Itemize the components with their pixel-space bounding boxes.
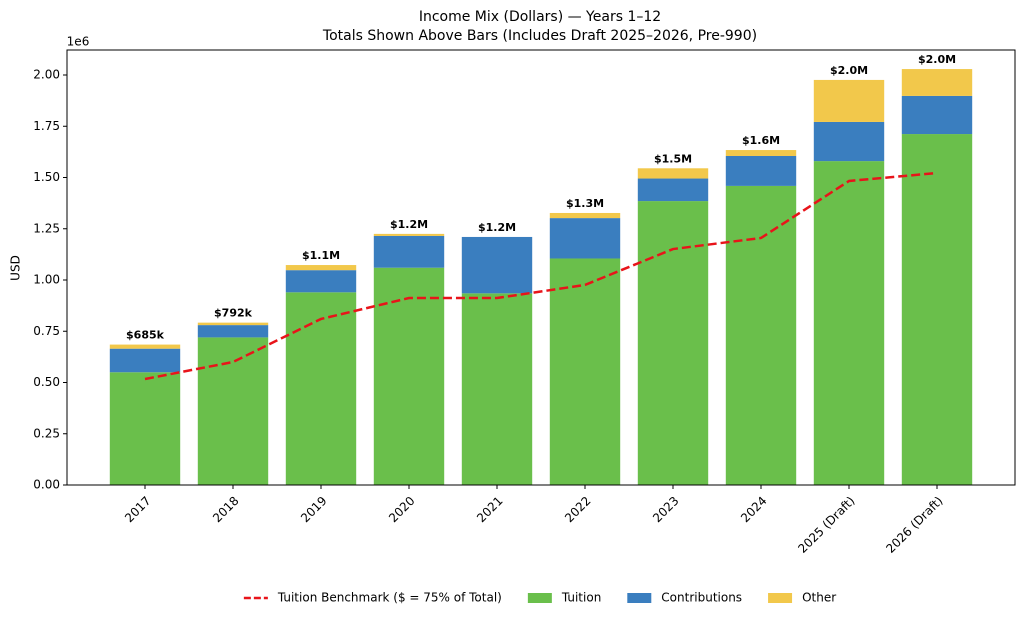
x-tick-label: 2025 (Draft) <box>795 494 857 556</box>
bar-segment <box>109 372 181 485</box>
y-tick-label: 1.00 <box>33 273 60 287</box>
total-label: $1.5M <box>654 152 692 165</box>
legend-swatch <box>627 593 652 603</box>
x-tick-label: 2026 (Draft) <box>883 494 945 556</box>
legend-label: Other <box>802 591 836 605</box>
total-label: $792k <box>214 307 253 320</box>
legend-swatch <box>768 593 793 603</box>
plot-frame <box>66 49 1016 486</box>
bar-segment <box>549 212 621 219</box>
x-tick-label: 2024 <box>738 494 769 525</box>
y-tick-label: 0.00 <box>33 478 60 492</box>
chart-title: Income Mix (Dollars) — Years 1–12 <box>419 9 661 25</box>
bar-segment <box>197 322 269 326</box>
bar-segment <box>549 218 621 259</box>
total-label: $1.1M <box>302 249 340 262</box>
bar-segment <box>901 69 973 96</box>
total-label: $1.2M <box>390 218 428 231</box>
total-label: $2.0M <box>918 53 956 66</box>
y-tick-label: 1.50 <box>33 170 60 184</box>
bar-segment <box>285 270 357 293</box>
bar-segment <box>725 155 797 186</box>
chart-subtitle: Totals Shown Above Bars (Includes Draft … <box>322 28 757 44</box>
y-tick-label: 0.25 <box>33 426 60 440</box>
bar-segment <box>109 344 181 349</box>
total-label: $1.2M <box>478 221 516 234</box>
x-tick-label: 2020 <box>386 494 417 525</box>
bar-segment <box>725 185 797 486</box>
bar-segment <box>197 337 269 485</box>
legend: Tuition Benchmark ($ = 75% of Total) Tuit… <box>243 591 836 605</box>
bar-segment <box>461 293 533 485</box>
y-tick-label: 0.50 <box>33 375 60 389</box>
bar-segment <box>637 168 709 179</box>
total-label: $1.6M <box>742 134 780 147</box>
bar-segment <box>637 201 709 485</box>
bar-segment <box>109 348 181 373</box>
bar-segment <box>813 121 885 162</box>
bar-segment <box>285 292 357 485</box>
bar-segment <box>461 236 533 294</box>
legend-swatch <box>527 593 552 603</box>
bar-segment <box>813 161 885 485</box>
bar-segment <box>901 95 973 135</box>
x-tick-label: 2019 <box>298 494 329 525</box>
total-label: $685k <box>126 329 165 342</box>
total-label: $2.0M <box>830 64 868 77</box>
total-label: $1.3M <box>566 197 604 210</box>
legend-label: Tuition <box>561 591 601 605</box>
legend-label: Contributions <box>661 591 742 605</box>
bar-segment <box>813 79 885 122</box>
x-tick-label: 2022 <box>562 494 593 525</box>
y-tick-label: 2.00 <box>33 68 60 82</box>
x-tick-label: 2023 <box>650 494 681 525</box>
bar-segment <box>197 325 269 338</box>
x-tick-label: 2021 <box>474 494 505 525</box>
y-tick-label: 0.75 <box>33 324 60 338</box>
bar-segment <box>637 178 709 202</box>
legend-label: Tuition Benchmark ($ = 75% of Total) <box>277 591 502 605</box>
bar-segment <box>373 233 445 236</box>
x-tick-label: 2018 <box>210 494 241 525</box>
bar-segment <box>373 267 445 485</box>
bar-segment <box>725 150 797 156</box>
y-offset-label: 1e6 <box>67 35 90 49</box>
benchmark-line <box>144 171 938 381</box>
bar-segment <box>901 134 973 485</box>
bar-segment <box>549 258 621 485</box>
bar-segment <box>285 265 357 271</box>
y-tick-label: 1.75 <box>33 119 60 133</box>
bar-segment <box>373 235 445 268</box>
y-tick-label: 1.25 <box>33 221 60 235</box>
y-axis-label: USD <box>9 255 23 281</box>
x-tick-label: 2017 <box>122 494 153 525</box>
